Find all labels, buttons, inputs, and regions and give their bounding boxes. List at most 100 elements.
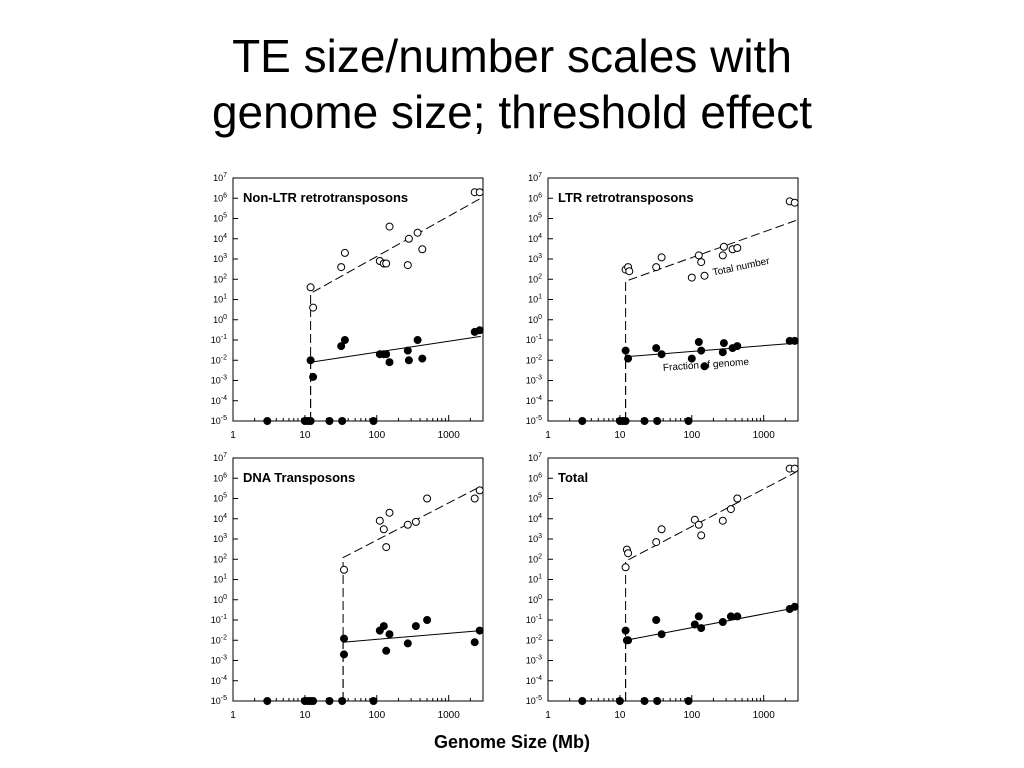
y-tick-label: 100	[528, 594, 542, 605]
fit-line-3	[343, 630, 481, 643]
y-tick-label: 10-2	[211, 354, 227, 365]
fraction-point	[379, 622, 388, 631]
total-number-point	[403, 261, 412, 270]
total-number-point	[423, 494, 432, 503]
fraction-point	[684, 697, 693, 705]
y-tick-label: 101	[213, 574, 227, 585]
fraction-point	[684, 417, 693, 425]
panel-title: Total	[558, 470, 588, 485]
fit-line-1	[342, 485, 482, 701]
fraction-point	[578, 697, 587, 705]
x-tick-label: 1000	[438, 430, 461, 441]
fraction-point	[475, 326, 484, 335]
annotation-label: Fraction of genome	[663, 357, 750, 374]
fraction-point	[621, 346, 630, 355]
y-tick-label: 10-2	[211, 634, 227, 645]
fraction-point	[306, 417, 315, 425]
y-tick-label: 102	[528, 553, 542, 564]
y-tick-label: 104	[213, 233, 227, 244]
y-tick-label: 102	[528, 273, 542, 284]
x-tick-label: 100	[368, 430, 385, 441]
y-tick-label: 107	[213, 172, 227, 183]
fraction-point	[309, 372, 318, 381]
fraction-point	[690, 620, 699, 629]
y-tick-label: 101	[213, 294, 227, 305]
y-tick-label: 101	[528, 574, 542, 585]
total-number-point	[652, 538, 661, 547]
fraction-point	[733, 342, 742, 351]
total-number-point	[697, 258, 706, 267]
y-tick-label: 103	[213, 253, 227, 264]
fraction-point	[413, 336, 422, 344]
y-tick-label: 101	[528, 294, 542, 305]
y-tick-label: 105	[528, 213, 542, 224]
x-tick-label: 10	[614, 710, 626, 721]
fraction-point	[403, 639, 412, 648]
slide-title-line-1: TE size/number scales with	[232, 30, 792, 82]
total-number-point	[624, 549, 633, 558]
fraction-point	[423, 616, 432, 624]
x-tick-label: 100	[683, 430, 700, 441]
fraction-point	[697, 624, 706, 633]
fraction-point	[403, 346, 412, 355]
annotation-label: Total number	[712, 256, 771, 279]
total-number-point	[411, 517, 420, 526]
fraction-point	[653, 697, 662, 705]
fraction-point	[733, 612, 742, 621]
y-tick-label: 107	[528, 452, 542, 463]
fraction-point	[578, 417, 587, 425]
total-number-point	[625, 267, 634, 276]
fraction-point	[382, 350, 391, 359]
fraction-point	[369, 697, 378, 705]
fit-line-3	[625, 342, 796, 358]
fraction-point	[263, 417, 272, 425]
total-number-point	[382, 543, 391, 552]
total-number-point	[385, 222, 394, 231]
total-number-point	[375, 516, 384, 525]
fraction-point	[337, 342, 346, 351]
y-tick-label: 10-5	[211, 695, 227, 706]
total-number-point	[790, 198, 799, 207]
fit-line-1	[625, 220, 796, 421]
total-number-point	[790, 464, 799, 473]
chart-panel-4: 10-510-410-310-210-110010110210310410510…	[526, 452, 799, 721]
total-number-point	[340, 248, 349, 257]
total-number-point	[694, 251, 703, 260]
fraction-point	[475, 626, 484, 635]
y-tick-label: 100	[213, 314, 227, 325]
x-tick-label: 100	[683, 710, 700, 721]
total-number-point	[306, 283, 315, 292]
y-tick-label: 10-3	[211, 375, 227, 386]
fraction-point	[653, 417, 662, 425]
y-tick-label: 104	[528, 233, 542, 244]
total-number-point	[694, 520, 703, 529]
y-tick-label: 10-3	[211, 655, 227, 666]
fraction-point	[652, 344, 661, 353]
fraction-point	[615, 697, 624, 705]
y-tick-label: 103	[213, 533, 227, 544]
y-tick-label: 100	[528, 314, 542, 325]
total-number-point	[690, 515, 699, 524]
fraction-point	[418, 354, 427, 363]
fit-line-3	[310, 335, 481, 363]
total-number-point	[657, 253, 666, 262]
y-tick-label: 107	[528, 172, 542, 183]
total-number-point	[687, 273, 696, 282]
y-tick-label: 10-4	[526, 395, 542, 406]
y-tick-label: 107	[213, 452, 227, 463]
fraction-point	[700, 362, 709, 371]
fraction-point	[719, 339, 728, 348]
fraction-point	[325, 697, 334, 705]
panel-title: LTR retrotransposons	[558, 190, 694, 205]
y-tick-label: 103	[528, 253, 542, 264]
fraction-point	[340, 634, 348, 643]
total-number-point	[382, 259, 391, 268]
fraction-point	[411, 622, 420, 631]
total-number-point	[403, 520, 412, 529]
y-tick-label: 104	[213, 513, 227, 524]
fit-line-1	[625, 471, 797, 701]
fraction-point	[624, 636, 633, 645]
y-tick-label: 106	[528, 192, 542, 203]
y-tick-label: 10-3	[526, 655, 542, 666]
x-tick-label: 1000	[438, 710, 461, 721]
